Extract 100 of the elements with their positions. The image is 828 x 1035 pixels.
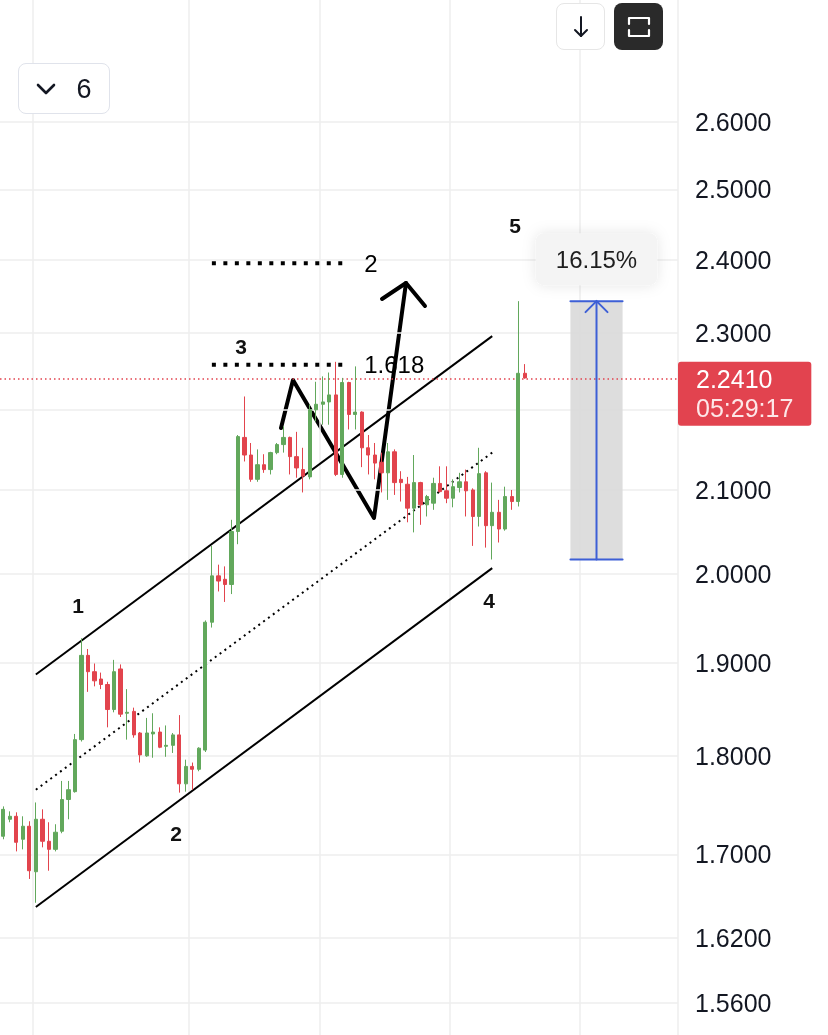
candlestick [418, 481, 423, 526]
candlestick [477, 447, 481, 527]
candlestick [53, 823, 58, 852]
candlestick [412, 454, 416, 533]
candlestick [197, 746, 201, 772]
candlestick [177, 714, 181, 794]
candlestick [314, 381, 318, 423]
band-label: 16.15% [555, 245, 638, 273]
candlestick [503, 486, 507, 532]
candlestick [21, 815, 25, 850]
candlestick [242, 395, 247, 462]
candlestick [510, 489, 514, 511]
candlestick [86, 648, 90, 693]
candlestick [431, 477, 436, 511]
candlestick [281, 425, 286, 454]
candlestick [210, 545, 214, 629]
candlestick [229, 519, 234, 595]
y-tick-label: 2.3000 [695, 319, 772, 348]
dropdown-button[interactable]: 6 [18, 63, 110, 114]
candlestick [164, 724, 168, 758]
annotation: 3 [235, 334, 247, 358]
candlestick [184, 759, 188, 793]
y-tick-label: 1.9000 [695, 648, 772, 677]
annotation: 2 [170, 821, 182, 845]
candlestick [79, 637, 84, 743]
annotation: 5 [509, 213, 522, 237]
candlestick [190, 762, 194, 791]
candlestick [294, 431, 299, 479]
candlestick [47, 821, 51, 872]
candlestick [118, 663, 123, 718]
candlestick [171, 732, 175, 754]
candlestick [223, 565, 227, 603]
y-tick-label: 2.1000 [695, 475, 772, 504]
candlestick [73, 733, 77, 794]
candlestick [347, 381, 351, 430]
y-tick-label: 1.5600 [695, 988, 772, 1017]
candlestick [340, 377, 344, 479]
y-tick-label: 1.6200 [695, 923, 772, 952]
candlestick [203, 619, 207, 753]
y-tick-label: 2.5000 [695, 175, 772, 204]
candlestick [27, 820, 31, 880]
candlestick [464, 469, 468, 517]
candlestick [444, 465, 449, 504]
candlestick [1, 805, 5, 840]
candlestick [158, 726, 162, 749]
candlestick [255, 448, 260, 483]
candlestick [451, 478, 455, 508]
candlestick [366, 434, 370, 475]
candlestick [308, 403, 312, 480]
annotation: 1 [72, 593, 85, 617]
candlestick [497, 499, 501, 544]
candlestick [92, 663, 97, 687]
candlestick [112, 659, 116, 713]
candlestick [392, 448, 397, 496]
candlestick [438, 465, 442, 493]
candlestick [301, 447, 305, 493]
y-tick-label: 2.4000 [695, 245, 772, 274]
y-tick-label: 2.6000 [695, 107, 772, 136]
candlestick [125, 688, 129, 741]
candlestick [34, 801, 38, 904]
ref-line-label: 2.2410 [696, 365, 773, 394]
series-label: 2 [364, 249, 378, 277]
candlestick [40, 808, 45, 848]
text: 05:29:17 [696, 394, 794, 423]
candlestick [457, 472, 462, 493]
candlestick [425, 494, 429, 517]
fullscreen-button[interactable] [614, 3, 663, 50]
candlestick [236, 434, 240, 545]
candlestick [484, 470, 488, 549]
candlestick [490, 482, 494, 561]
candlestick [145, 717, 149, 758]
candlestick [60, 780, 64, 834]
candlestick [151, 712, 155, 759]
candlestick [516, 300, 520, 507]
candlestick [262, 453, 266, 474]
candlestick [138, 731, 142, 764]
candlestick [132, 707, 136, 739]
down-arrow-button[interactable] [556, 3, 605, 50]
candlestick [405, 476, 410, 523]
candlestick [379, 452, 384, 493]
candlestick [105, 681, 110, 728]
candlestick [327, 372, 331, 426]
candlestick [275, 442, 279, 455]
candlestick [288, 436, 292, 475]
y-tick-label: 2.0000 [695, 560, 772, 589]
candlestick [399, 470, 403, 503]
candlestick [216, 564, 221, 592]
candlestick [386, 442, 390, 501]
y-tick-label: 1.7000 [695, 840, 772, 869]
candlestick [471, 487, 475, 547]
candlestick [99, 672, 103, 690]
annotation: 6 [76, 73, 92, 104]
candlestick [14, 811, 18, 852]
candlestick [268, 451, 273, 475]
candlestick [249, 442, 253, 483]
candlestick [353, 365, 357, 430]
annotation: 4 [483, 588, 496, 612]
candlestick [321, 375, 325, 426]
y-tick-label: 1.8000 [695, 741, 772, 770]
candlestick [66, 780, 71, 820]
